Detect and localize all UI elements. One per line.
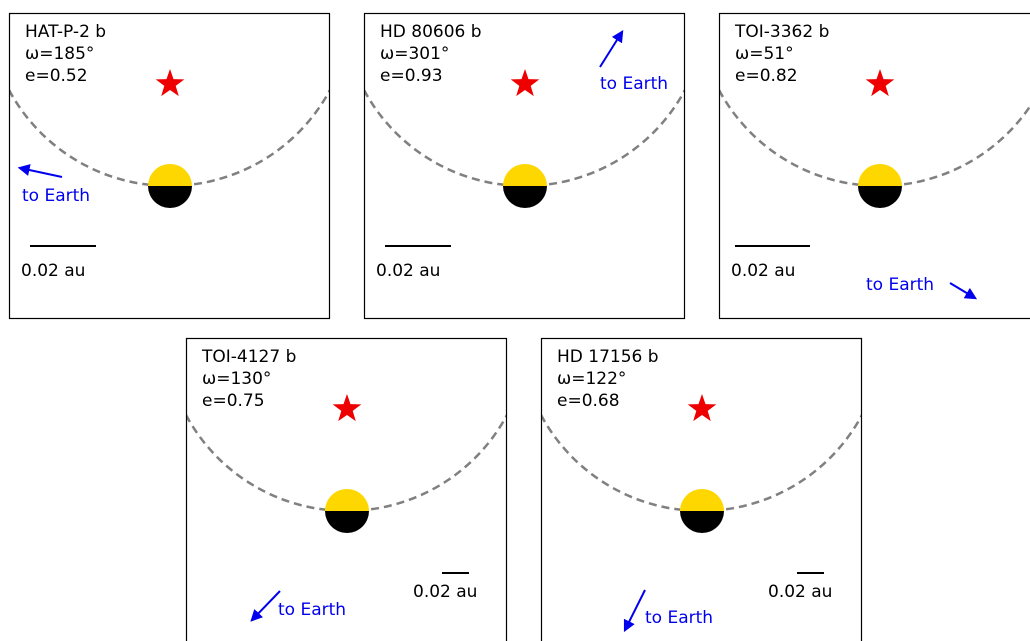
planet-night	[858, 186, 902, 208]
eccentricity-label: e=0.93	[380, 66, 443, 86]
earth-arrow	[20, 168, 62, 177]
earth-label: to Earth	[22, 186, 90, 206]
star	[511, 69, 540, 96]
panel: HD 80606 bω=301°e=0.93 0.02 au to Earth	[364, 14, 685, 319]
planet-day	[148, 164, 192, 186]
star	[333, 394, 362, 421]
planet-name: HAT-P-2 b	[25, 22, 106, 42]
eccentricity-label: e=0.82	[735, 66, 798, 86]
planet-name: TOI-4127 b	[201, 347, 296, 367]
planet-night	[680, 511, 724, 533]
earth-label: to Earth	[600, 74, 668, 94]
panel: TOI-4127 bω=130°e=0.75 0.02 au to Earth	[186, 339, 507, 641]
omega-label: ω=122°	[557, 369, 626, 389]
panel-content	[364, 32, 685, 246]
planet-name: HD 80606 b	[380, 22, 482, 42]
omega-label: ω=301°	[380, 44, 449, 64]
omega-label: ω=185°	[25, 44, 94, 64]
omega-label: ω=51°	[735, 44, 794, 64]
earth-arrow	[252, 591, 280, 620]
eccentricity-label: e=0.75	[202, 391, 265, 411]
scale-label: 0.02 au	[21, 261, 85, 281]
scale-label: 0.02 au	[413, 582, 477, 602]
earth-arrow	[600, 32, 622, 67]
planet-name: HD 17156 b	[557, 347, 659, 367]
planet-night	[325, 511, 369, 533]
panel: TOI-3362 bω=51°e=0.82 0.02 au to Earth	[719, 14, 1030, 319]
eccentricity-label: e=0.52	[25, 66, 88, 86]
planet-night	[503, 186, 547, 208]
earth-label: to Earth	[278, 600, 346, 620]
planet-day	[858, 164, 902, 186]
star	[866, 69, 895, 96]
figure: HAT-P-2 bω=185°e=0.520.02 auto EarthHD 8…	[0, 0, 1030, 641]
omega-label: ω=130°	[202, 369, 271, 389]
earth-label: to Earth	[866, 275, 934, 295]
earth-label: to Earth	[645, 608, 713, 628]
scale-label: 0.02 au	[376, 261, 440, 281]
scale-label: 0.02 au	[731, 261, 795, 281]
panel: HD 17156 bω=122°e=0.68 0.02 au to Earth	[541, 339, 862, 641]
panel-content	[9, 69, 330, 246]
star	[156, 69, 185, 96]
panel: HAT-P-2 bω=185°e=0.52 0.02 au to Earth	[9, 14, 330, 319]
planet-day	[680, 489, 724, 511]
eccentricity-label: e=0.68	[557, 391, 620, 411]
planet-day	[503, 164, 547, 186]
earth-arrow	[625, 590, 645, 630]
planet-name: TOI-3362 b	[734, 22, 829, 42]
scale-label: 0.02 au	[768, 582, 832, 602]
planet-day	[325, 489, 369, 511]
star	[688, 394, 717, 421]
earth-arrow	[950, 283, 975, 298]
planet-night	[148, 186, 192, 208]
